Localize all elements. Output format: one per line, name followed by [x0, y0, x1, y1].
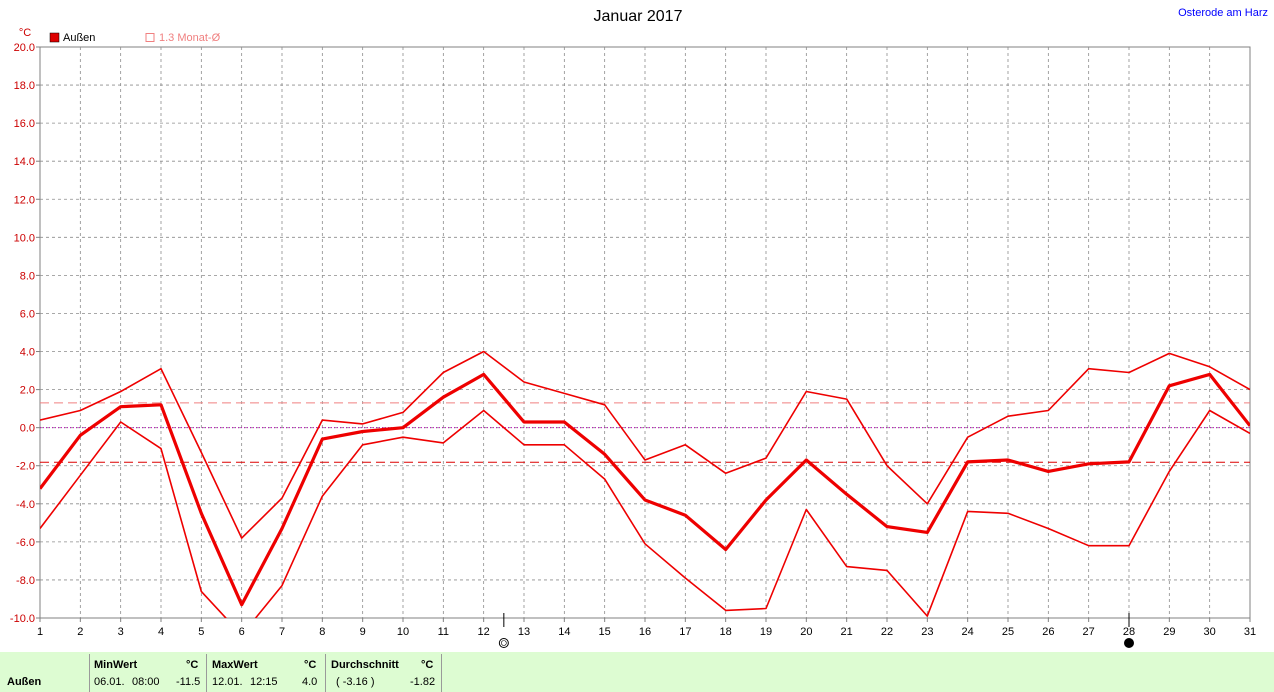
stats-divider: [441, 654, 442, 692]
y-tick-label: 20.0: [14, 42, 35, 54]
legend-swatch-outdoor[interactable]: [49, 32, 60, 43]
stats-divider: [325, 654, 326, 692]
legend: Außen 1.3 Monat-Ø: [49, 32, 221, 44]
y-tick-label: 2.0: [20, 385, 35, 397]
x-tick-label: 1: [37, 626, 43, 638]
max-label: MaxWert: [212, 659, 258, 671]
x-tick-label: 11: [438, 626, 449, 638]
series-layer: [40, 350, 1250, 618]
stats-panel: Außen MinWert °C 06.01. 08:00 -11.5 MaxW…: [0, 652, 1274, 692]
max-date: 12.01.: [212, 676, 243, 688]
x-tick-label: 24: [962, 626, 974, 638]
y-tick-label: -6.0: [16, 537, 35, 549]
x-tick-label: 26: [1042, 626, 1054, 638]
x-tick-label: 2: [77, 626, 83, 638]
min-unit: °C: [186, 659, 199, 671]
x-tick-label: 30: [1204, 626, 1216, 638]
avg-label: Durchschnitt: [331, 659, 399, 671]
stats-divider: [89, 654, 90, 692]
min-time: 08:00: [132, 676, 160, 688]
x-tick-label: 23: [921, 626, 933, 638]
moon-markers: [498, 613, 1134, 648]
x-tick-label: 8: [319, 626, 325, 638]
x-tick-label: 7: [279, 626, 285, 638]
x-axis: 1 2 3 4 5 6 7 8 9 10 11 12 13 14 15 16 17 18 19 20 21 22 23 24 2…: [37, 618, 1256, 638]
y-tick-label: -8.0: [16, 575, 35, 587]
x-tick-label: 5: [198, 626, 204, 638]
y-tick-label: 0.0: [20, 423, 35, 435]
x-tick-label: 25: [1002, 626, 1014, 638]
x-tick-label: 6: [239, 626, 245, 638]
max-unit: °C: [304, 659, 317, 671]
y-tick-label: 8.0: [20, 270, 35, 282]
station-name[interactable]: Osterode am Harz: [1178, 7, 1268, 19]
x-tick-label: 18: [720, 626, 732, 638]
legend-swatch-monthly-avg[interactable]: [145, 33, 155, 42]
chart-title: Januar 2017: [594, 8, 683, 25]
y-tick-label: 16.0: [14, 118, 35, 130]
min-date: 06.01.: [94, 676, 125, 688]
y-tick-label: 14.0: [14, 156, 35, 168]
grid: [40, 47, 1250, 618]
x-tick-label: 13: [518, 626, 530, 638]
x-tick-label: 22: [881, 626, 893, 638]
x-tick-label: 9: [360, 626, 366, 638]
avg-unit: °C: [421, 659, 434, 671]
avg-paren-value: ( -3.16 ): [336, 676, 375, 688]
y-tick-label: -2.0: [16, 461, 35, 473]
x-tick-label: 12: [478, 626, 490, 638]
x-tick-label: 31: [1244, 626, 1256, 638]
stats-row-label: Außen: [7, 676, 42, 688]
x-tick-label: 14: [558, 626, 570, 638]
min-value: -11.5: [176, 676, 201, 688]
y-unit-label: °C: [19, 27, 31, 39]
x-tick-label: 28: [1123, 626, 1135, 638]
y-tick-label: 12.0: [14, 194, 35, 206]
x-tick-label: 17: [679, 626, 691, 638]
x-tick-label: 10: [397, 626, 409, 638]
y-tick-label: 18.0: [14, 80, 35, 92]
x-tick-label: 21: [841, 626, 853, 638]
x-tick-label: 4: [158, 626, 164, 638]
x-tick-label: 20: [800, 626, 812, 638]
temperature-chart: Januar 2017 Osterode am Harz °C Außen 1.…: [10, 7, 1268, 648]
series-line-avg: [40, 372, 1250, 607]
new-moon-icon: [498, 638, 509, 648]
stats-divider: [206, 654, 207, 692]
x-tick-label: 27: [1083, 626, 1095, 638]
max-value: 4.0: [302, 676, 318, 688]
min-label: MinWert: [94, 659, 138, 671]
y-tick-label: 6.0: [20, 308, 35, 320]
reference-lines: [40, 402, 1250, 463]
x-tick-label: 29: [1163, 626, 1175, 638]
avg-value: -1.82: [410, 676, 436, 688]
y-tick-label: 4.0: [20, 347, 35, 359]
series-line-min: [40, 409, 1250, 618]
y-tick-label: 10.0: [14, 232, 35, 244]
legend-label-monthly-avg: 1.3 Monat-Ø: [159, 32, 221, 44]
series-line-max: [40, 350, 1250, 539]
x-tick-label: 15: [599, 626, 611, 638]
max-time: 12:15: [250, 676, 278, 688]
x-tick-label: 3: [118, 626, 124, 638]
new-moon-inner-ring: [501, 640, 507, 646]
legend-label-outdoor: Außen: [63, 32, 95, 44]
full-moon-icon: [1124, 638, 1134, 648]
x-tick-label: 16: [639, 626, 651, 638]
y-axis: 20.0 18.0 16.0 14.0 12.0 10.0 8.0 6.0 4.0 2.0 0.0 -…: [10, 42, 40, 625]
x-tick-label: 19: [760, 626, 772, 638]
y-tick-label: -4.0: [16, 499, 35, 511]
y-tick-label: -10.0: [10, 613, 35, 625]
